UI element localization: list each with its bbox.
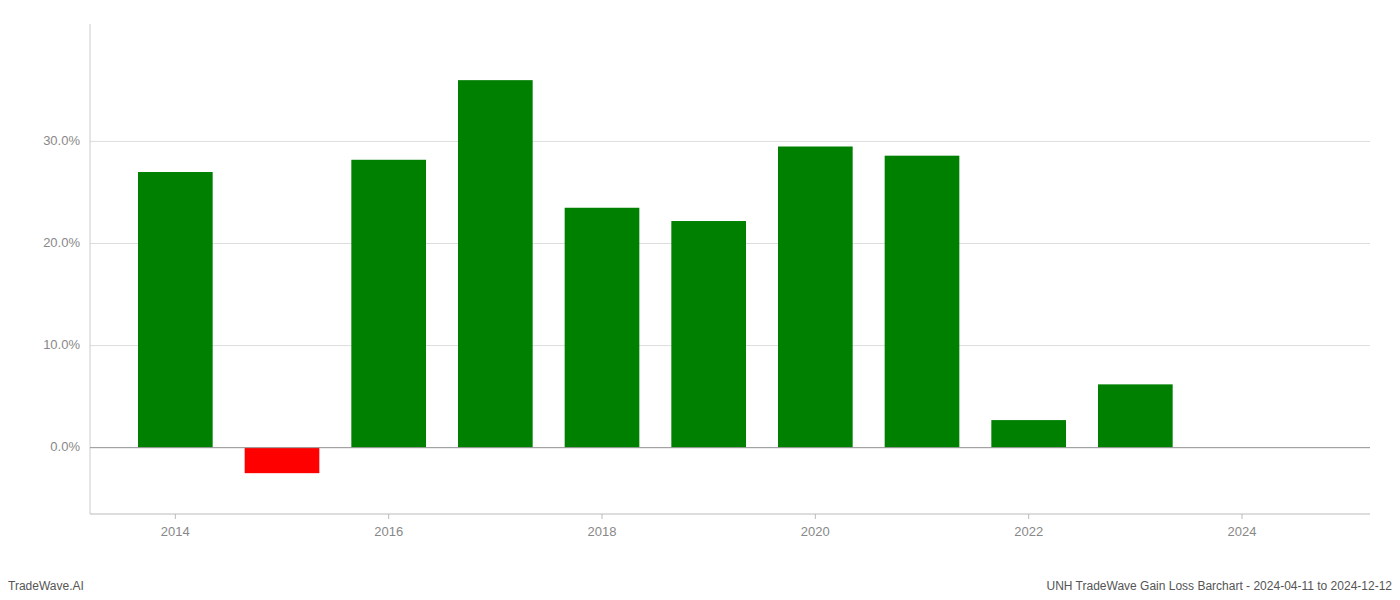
bar	[885, 156, 960, 448]
x-tick	[1028, 514, 1029, 519]
y-tick-labels: 0.0% 10.0% 20.0% 30.0%	[43, 133, 80, 454]
y-grid	[90, 141, 1370, 447]
bar	[1098, 384, 1173, 447]
bars	[138, 80, 1173, 473]
y-tick-label: 20.0%	[43, 235, 80, 250]
x-tick-label: 2018	[588, 524, 617, 539]
bar	[991, 420, 1066, 448]
bar	[351, 160, 426, 448]
y-tick-label: 0.0%	[50, 439, 80, 454]
bar	[458, 80, 533, 448]
x-tick	[1242, 514, 1243, 519]
x-ticks: 2014 2016 2018 2020 2022 2024	[161, 514, 1257, 539]
grid-line	[90, 447, 1370, 448]
x-tick-label: 2014	[161, 524, 190, 539]
x-tick-label: 2016	[374, 524, 403, 539]
x-tick-label: 2020	[801, 524, 830, 539]
x-tick-label: 2022	[1014, 524, 1043, 539]
x-tick-label: 2024	[1228, 524, 1257, 539]
x-axis-line	[90, 514, 1370, 515]
bar	[671, 221, 746, 448]
background	[0, 0, 1400, 600]
x-tick	[175, 514, 176, 519]
chart-container: 0.0%10.0%20.0%30.0%201420162018202020222…	[0, 0, 1400, 600]
zero-line	[90, 447, 1370, 448]
y-tick-label: 30.0%	[43, 133, 80, 148]
grid-line	[90, 141, 1370, 142]
bar	[565, 208, 640, 448]
bar	[245, 448, 320, 474]
footer-left: TradeWave.AI	[8, 579, 84, 593]
y-tick-label: 10.0%	[43, 337, 80, 352]
x-tick	[815, 514, 816, 519]
x-tick	[602, 514, 603, 519]
bar	[138, 172, 213, 448]
chart: 0.0%10.0%20.0%30.0%201420162018202020222…	[0, 0, 1400, 600]
footer-right: UNH TradeWave Gain Loss Barchart - 2024-…	[1046, 579, 1392, 593]
y-axis-line	[90, 24, 91, 514]
x-tick	[388, 514, 389, 519]
bar	[778, 147, 853, 448]
